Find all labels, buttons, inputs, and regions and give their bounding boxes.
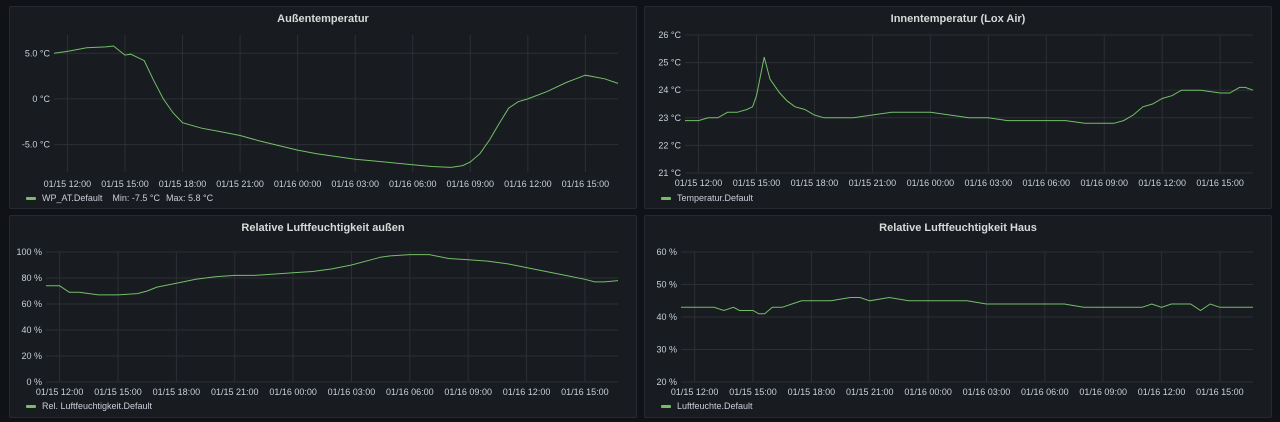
y-tick-label: 24 °C <box>658 85 681 95</box>
x-tick-label: 01/16 00:00 <box>907 178 955 188</box>
x-tick-label: 01/16 03:00 <box>965 178 1013 188</box>
x-tick-label: 01/16 15:00 <box>561 387 609 397</box>
legend-series-name: Luftfeuchte.Default <box>677 401 753 411</box>
y-tick-label: 100 % <box>16 247 42 257</box>
y-tick-label: 40 % <box>656 312 677 322</box>
legend-color-swatch <box>661 404 671 408</box>
chart-luftfeuchtigkeit-aussen: 100 % 80 % 60 % 40 % 20 % 0 %01/15 12:00 01/15… <box>16 247 619 397</box>
legend-series-name: WP_AT.Default <box>42 193 103 203</box>
x-tick-label: 01/15 12:00 <box>675 178 723 188</box>
y-tick-label: 0 °C <box>32 94 50 104</box>
panel-title: Relative Luftfeuchtigkeit außen <box>241 222 405 234</box>
x-tick-label: 01/16 09:00 <box>444 387 492 397</box>
panel-innentemperatur[interactable]: Innentemperatur (Lox Air) 26 °C 25 °C 24 °… <box>644 6 1272 209</box>
legend[interactable]: WP_AT.Default Min: -7.5 °C Max: 5.8 °C <box>26 193 213 203</box>
x-tick-label: 01/15 12:00 <box>36 387 84 397</box>
x-tick-label: 01/16 15:00 <box>562 179 610 189</box>
x-tick-label: 01/16 15:00 <box>1196 178 1244 188</box>
x-tick-label: 01/15 18:00 <box>159 179 207 189</box>
x-tick-label: 01/16 00:00 <box>274 179 322 189</box>
panel-aussentemperatur[interactable]: Außentemperatur 5.0 °C 0 °C -5.0 °C 01/15 1… <box>9 6 637 209</box>
x-tick-label: 01/16 12:00 <box>1138 178 1186 188</box>
y-tick-label: 50 % <box>656 280 677 290</box>
x-tick-label: 01/15 18:00 <box>788 387 836 397</box>
y-tick-label: 30 % <box>656 345 677 355</box>
x-tick-label: 01/15 15:00 <box>101 179 149 189</box>
x-tick-label: 01/16 15:00 <box>1196 387 1244 397</box>
x-tick-label: 01/15 21:00 <box>211 387 259 397</box>
y-tick-label: 5.0 °C <box>25 48 51 58</box>
x-tick-label: 01/16 00:00 <box>269 387 317 397</box>
legend[interactable]: Rel. Luftfeuchtigkeit.Default <box>26 401 152 411</box>
chart-aussentemperatur: 5.0 °C 0 °C -5.0 °C 01/15 12:00 01/15 15:00 0… <box>22 35 619 189</box>
chart-luftfeuchtigkeit-haus: 60 % 50 % 40 % 30 % 20 %01/15 12:00 01/15 15:… <box>656 247 1253 397</box>
y-tick-label: 26 °C <box>658 30 681 40</box>
legend-min: Min: -7.5 °C <box>112 193 160 203</box>
y-tick-label: 22 °C <box>658 140 681 150</box>
legend-series-name: Rel. Luftfeuchtigkeit.Default <box>42 401 153 411</box>
x-tick-label: 01/15 15:00 <box>733 178 781 188</box>
y-tick-label: 23 °C <box>658 113 681 123</box>
x-tick-label: 01/16 03:00 <box>331 179 379 189</box>
chart-innentemperatur: 26 °C 25 °C 24 °C 23 °C 22 °C 21 °C01/15 12:0… <box>658 30 1254 188</box>
x-tick-label: 01/16 06:00 <box>386 387 434 397</box>
y-tick-label: 21 °C <box>658 168 681 178</box>
x-tick-label: 01/16 00:00 <box>904 387 952 397</box>
x-tick-label: 01/16 03:00 <box>328 387 376 397</box>
legend-color-swatch <box>661 196 671 200</box>
y-tick-label: 0 % <box>26 377 42 387</box>
panel-title: Relative Luftfeuchtigkeit Haus <box>879 222 1037 234</box>
x-tick-label: 01/15 21:00 <box>216 179 264 189</box>
x-tick-label: 01/16 03:00 <box>963 387 1011 397</box>
x-tick-label: 01/16 12:00 <box>503 387 551 397</box>
y-tick-label: 80 % <box>21 273 42 283</box>
x-tick-label: 01/16 12:00 <box>504 179 552 189</box>
x-tick-label: 01/15 15:00 <box>94 387 142 397</box>
series-line <box>53 45 619 168</box>
legend[interactable]: Temperatur.Default <box>661 193 753 203</box>
legend[interactable]: Luftfeuchte.Default <box>661 401 753 411</box>
y-tick-label: 25 °C <box>658 58 681 68</box>
y-tick-label: 20 % <box>21 351 42 361</box>
x-tick-label: 01/15 21:00 <box>849 178 897 188</box>
x-tick-label: 01/15 18:00 <box>153 387 201 397</box>
x-tick-label: 01/16 06:00 <box>1021 387 1069 397</box>
x-tick-label: 01/15 15:00 <box>729 387 777 397</box>
x-tick-label: 01/15 12:00 <box>44 179 92 189</box>
panel-title: Außentemperatur <box>277 13 369 25</box>
legend-color-swatch <box>26 404 36 408</box>
y-tick-label: 60 % <box>656 247 677 257</box>
x-tick-label: 01/16 09:00 <box>1080 178 1128 188</box>
x-tick-label: 01/16 06:00 <box>1023 178 1071 188</box>
legend-series-name: Temperatur.Default <box>677 193 754 203</box>
panel-luftfeuchtigkeit-haus[interactable]: Relative Luftfeuchtigkeit Haus 60 % 50 % 4… <box>644 215 1272 418</box>
legend-color-swatch <box>26 196 36 200</box>
series-line <box>685 56 1254 124</box>
series-line <box>46 254 619 296</box>
series-line <box>681 296 1253 315</box>
x-tick-label: 01/16 09:00 <box>1079 387 1127 397</box>
x-tick-label: 01/15 12:00 <box>671 387 719 397</box>
x-tick-label: 01/16 06:00 <box>389 179 437 189</box>
y-tick-label: -5.0 °C <box>22 140 51 150</box>
y-tick-label: 20 % <box>656 377 677 387</box>
x-tick-label: 01/16 12:00 <box>1138 387 1186 397</box>
x-tick-label: 01/15 21:00 <box>846 387 894 397</box>
x-tick-label: 01/16 09:00 <box>447 179 495 189</box>
legend-max: Max: 5.8 °C <box>165 193 214 203</box>
panel-luftfeuchtigkeit-aussen[interactable]: Relative Luftfeuchtigkeit außen 100 % 80 … <box>9 215 637 418</box>
x-tick-label: 01/15 18:00 <box>791 178 839 188</box>
y-tick-label: 40 % <box>21 325 42 335</box>
y-tick-label: 60 % <box>21 299 42 309</box>
panel-title: Innentemperatur (Lox Air) <box>890 13 1026 25</box>
